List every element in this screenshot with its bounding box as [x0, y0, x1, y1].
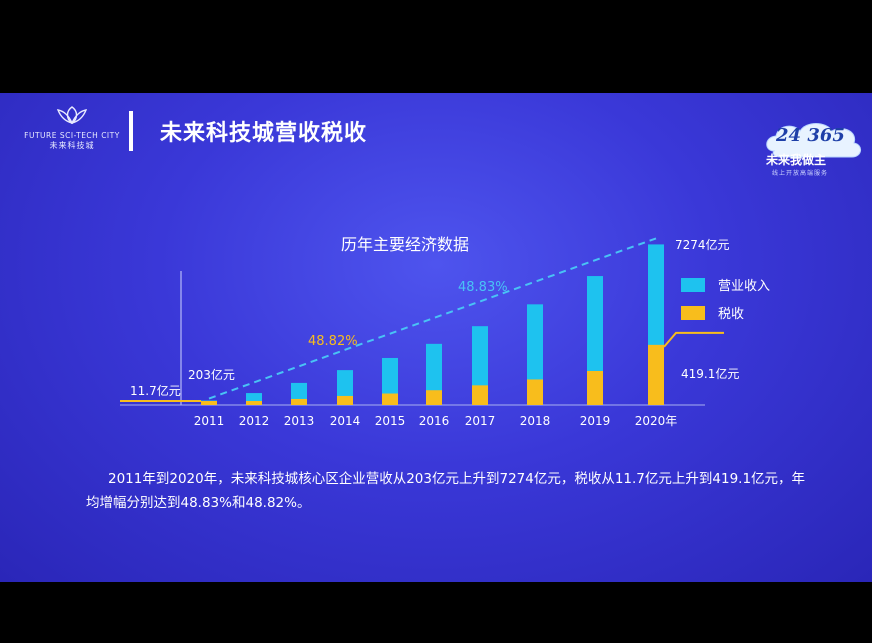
bar-revenue-5	[426, 343, 442, 405]
legend-label-tax: 税收	[718, 307, 744, 322]
bar-tax-7	[527, 379, 543, 405]
legend-label-revenue: 营业收入	[718, 279, 770, 294]
bar-tax-9	[648, 344, 664, 405]
x-tick-label: 2014	[330, 414, 361, 428]
tax-start-label: 11.7亿元	[130, 383, 181, 398]
bar-revenue-6	[472, 326, 488, 405]
logo-chinese-text: 未来科技城	[49, 141, 95, 150]
x-tick-label: 2013	[284, 414, 315, 428]
badge-number: 24 365	[776, 125, 845, 146]
bar-tax-4	[382, 393, 398, 405]
bar-tax-6	[472, 385, 488, 405]
lotus-logo-icon	[56, 106, 88, 125]
cloud-icon	[766, 123, 861, 158]
logo: FUTURE SCI-TECH CITY 未来科技城	[22, 105, 122, 157]
legend-swatch-tax	[681, 306, 705, 320]
channel-badge: 24 365 未来我做主 线上开放高端服务	[760, 117, 868, 183]
page-title: 未来科技城营收税收	[160, 121, 368, 146]
slide: FUTURE SCI-TECH CITY 未来科技城 未来科技城营收税收 24 …	[0, 93, 872, 582]
summary-paragraph: 2011年到2020年，未来科技城核心区企业营收从203亿元上升到7274亿元，…	[86, 471, 806, 511]
bar-revenue-4	[382, 357, 398, 405]
bar-tax-2	[291, 398, 307, 405]
revenue-growth-label: 48.83%	[458, 280, 508, 295]
x-tick-label: 2012	[239, 414, 270, 428]
bar-tax-1	[246, 401, 262, 405]
bar-revenue-1	[246, 393, 262, 405]
tax-growth-label: 48.82%	[308, 334, 358, 349]
x-tick-labels: 2011 2012 2013 2014 2015 2016 2017 2018 2019 2020…	[194, 414, 678, 428]
x-tick-label: 2018	[520, 414, 551, 428]
chart-title: 历年主要经济数据	[341, 235, 469, 254]
tax-end-line	[663, 331, 724, 348]
x-tick-label: 2017	[465, 414, 496, 428]
bar-tax-5	[426, 390, 442, 405]
x-tick-label: 2019	[580, 414, 611, 428]
title-divider	[129, 111, 133, 151]
revenue-start-label: 203亿元	[188, 367, 235, 382]
logo-english-text: FUTURE SCI-TECH CITY	[24, 131, 120, 140]
x-tick-label: 2011	[194, 414, 225, 428]
x-tick-label: 2020年	[635, 414, 678, 428]
badge-subtitle: 线上开放高端服务	[772, 170, 829, 177]
legend-swatch-revenue	[681, 278, 705, 292]
revenue-end-label: 7274亿元	[675, 237, 730, 252]
bar-series-group	[201, 244, 664, 405]
tax-end-label: 419.1亿元	[681, 366, 739, 381]
bar-tax-3	[337, 395, 353, 405]
bar-tax-8	[587, 370, 603, 405]
economic-bar-chart: 历年主要经济数据 2011 2012 2013 2014 2015 2016 2017 201…	[120, 235, 770, 428]
x-tick-label: 2016	[419, 414, 450, 428]
badge-slogan: 未来我做主	[766, 153, 827, 167]
x-tick-label: 2015	[375, 414, 406, 428]
legend: 营业收入 税收	[681, 278, 770, 322]
bar-tax-0	[201, 401, 217, 405]
